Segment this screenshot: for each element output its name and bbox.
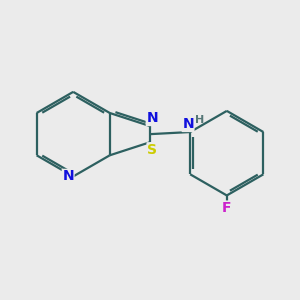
Text: N: N (62, 169, 74, 183)
Text: N: N (182, 117, 194, 131)
Text: H: H (195, 115, 204, 125)
Text: F: F (222, 201, 232, 215)
Text: S: S (147, 143, 157, 157)
Text: N: N (146, 112, 158, 125)
